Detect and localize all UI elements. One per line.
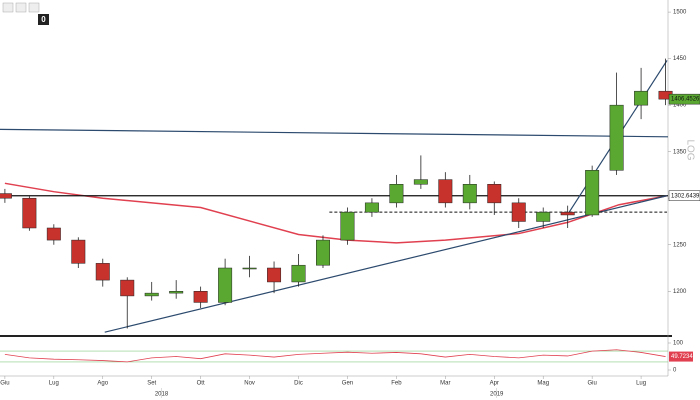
candle-body [487,184,502,204]
tool-button[interactable] [2,2,14,13]
candle-body [267,267,282,283]
price-label: 1406.4526 [671,97,700,103]
y-tick-label: 1250 [673,242,687,248]
x-tick-label: Ott [197,381,205,387]
x-tick-label: Mar [440,381,450,387]
candle-body [218,267,233,303]
badge[interactable] [38,14,49,25]
candle-body [95,263,110,281]
y-tick-label: 1200 [673,289,687,295]
rsi-label: 49.7234 [671,354,693,360]
toolbar: 0 [2,2,49,25]
candle-body [22,197,37,229]
candle-body [71,239,86,264]
x-tick-label: Nov [244,381,255,387]
x-tick-label: Gen [342,381,353,387]
candle-body [291,264,306,283]
x-tick-label: Dic [294,381,303,387]
y-tick-label: 1350 [673,149,687,155]
moving-average [4,182,668,244]
year-label: 2018 [155,392,169,398]
candle-body [364,202,379,213]
candle-body [242,267,257,270]
candle-body [144,292,159,297]
price-label-box [668,93,700,105]
candle-body [316,239,330,266]
rsi-line [4,349,666,363]
x-tick-label: Set [147,381,156,387]
x-tick-label: Mag [537,381,549,387]
x-tick-label: Lug [49,381,59,387]
candle-body [462,184,477,204]
badge-text: 0 [41,15,46,24]
trend-line [0,128,669,138]
rsi-tick-label: 0 [673,368,677,374]
x-tick-label: Feb [391,381,402,387]
rsi-tick-label: 100 [673,341,684,347]
candle-body [438,179,453,204]
y-tick-label: 1400 [673,103,687,109]
scale-label: LOG [684,139,695,160]
tool-button[interactable] [15,2,27,13]
tool-button[interactable] [28,2,40,13]
x-tick-label: Giu [0,381,9,387]
candle-body [340,211,355,241]
y-tick-label: 1450 [673,56,687,62]
candle-body [413,179,428,185]
candle-body [634,90,649,106]
candle-body [560,211,575,216]
rsi-label-box [669,351,693,362]
candle-body [536,211,551,222]
price-label: 1302.6439 [671,193,700,199]
trend-line [104,195,668,333]
y-tick-label: 1500 [673,10,687,16]
candle-body [389,184,404,204]
candle-body [193,291,208,303]
candle-body [585,170,600,216]
x-tick-label: Ago [97,381,108,387]
x-tick-label: Giu [587,381,596,387]
x-tick-label: Lug [636,381,646,387]
candle-body [46,227,61,241]
candle-body [511,202,526,222]
candle-body [120,279,135,297]
candle-body [169,291,184,294]
candle-body [0,193,12,199]
year-label: 2019 [490,392,504,398]
candle-body [609,104,624,171]
price-label-box [668,190,700,201]
x-tick-label: Apr [490,381,499,387]
